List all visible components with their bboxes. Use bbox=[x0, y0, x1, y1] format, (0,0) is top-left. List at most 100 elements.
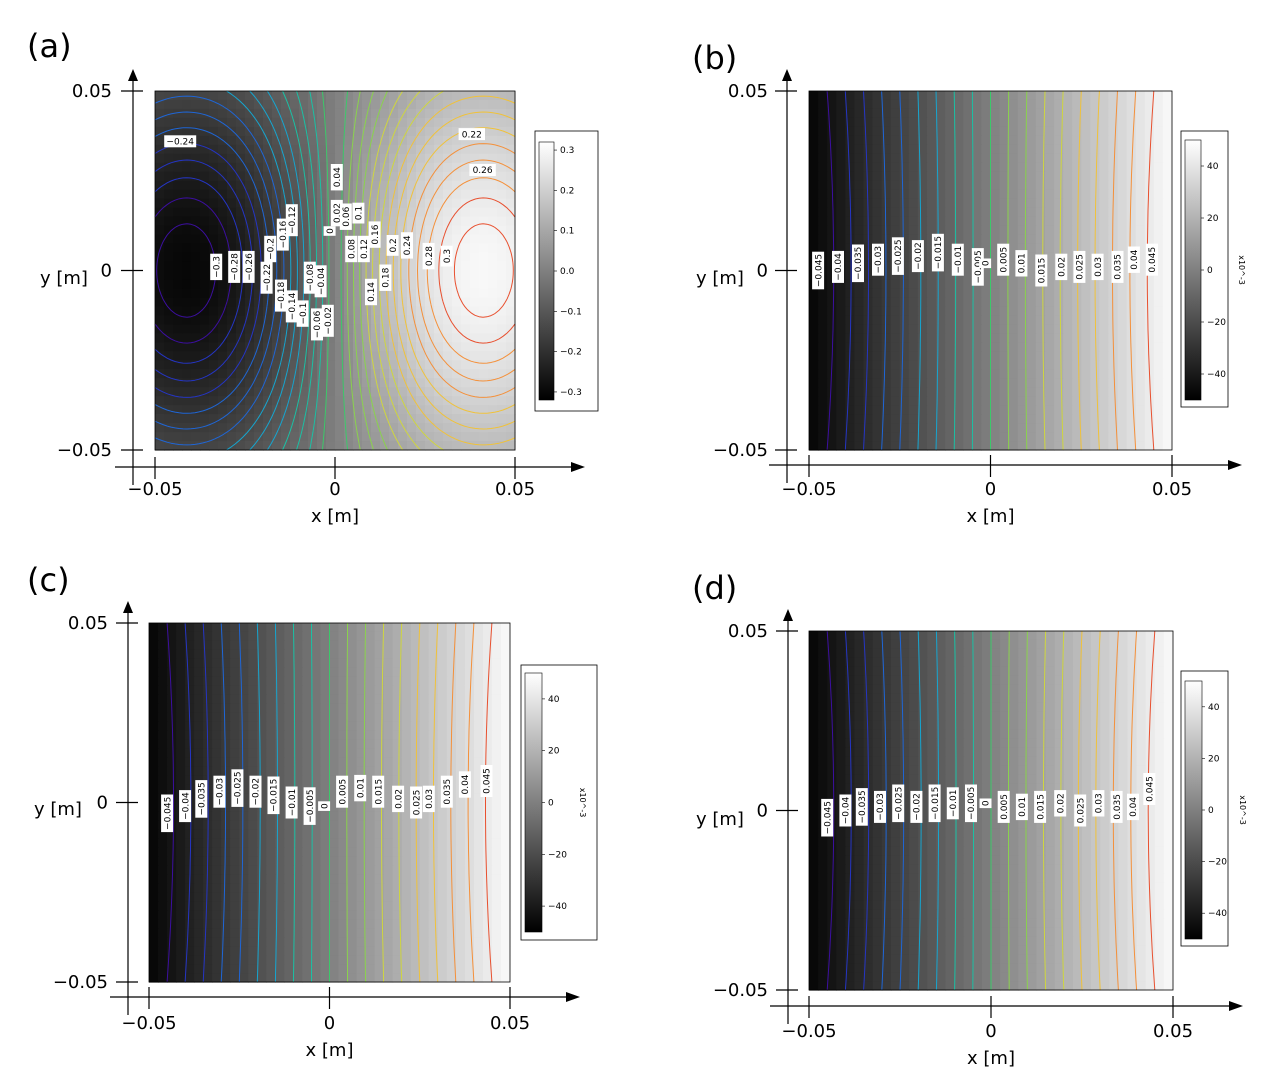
heatmap-cell bbox=[158, 766, 168, 777]
heatmap-cell bbox=[990, 279, 1001, 290]
heatmap-cell bbox=[836, 91, 846, 101]
heatmap-cell bbox=[1081, 234, 1091, 245]
contour-label-text: 0.16 bbox=[371, 224, 381, 244]
heatmap-cell bbox=[308, 414, 318, 424]
heatmap-cell bbox=[155, 144, 165, 155]
heatmap-cell bbox=[464, 631, 475, 642]
heatmap-cell bbox=[203, 685, 213, 696]
heatmap-cell bbox=[479, 117, 489, 128]
heatmap-cell bbox=[1126, 135, 1137, 146]
heatmap-cell bbox=[954, 432, 964, 442]
heatmap-cell bbox=[990, 91, 1001, 101]
heatmap-cell bbox=[419, 667, 430, 678]
heatmap-cell bbox=[374, 811, 385, 822]
heatmap-cell bbox=[320, 793, 331, 804]
heatmap-cell bbox=[263, 198, 273, 209]
heatmap-cell bbox=[248, 946, 258, 956]
heatmap-cell bbox=[464, 685, 475, 696]
heatmap-cell bbox=[245, 288, 255, 299]
heatmap-cell bbox=[963, 108, 973, 119]
heatmap-cell bbox=[218, 162, 228, 173]
heatmap-cell bbox=[981, 342, 992, 352]
heatmap-cell bbox=[212, 946, 222, 956]
heatmap-cell bbox=[329, 623, 340, 633]
heatmap-cell bbox=[281, 108, 291, 119]
heatmap-cell bbox=[236, 108, 246, 119]
contour-label: 0.1 bbox=[352, 202, 365, 224]
heatmap-cell bbox=[1153, 144, 1164, 155]
heatmap-cell bbox=[963, 252, 973, 263]
heatmap-cell bbox=[176, 748, 186, 759]
heatmap-cell bbox=[1108, 441, 1119, 451]
heatmap-cell bbox=[999, 441, 1010, 451]
contour-label-text: −0.06 bbox=[313, 310, 323, 338]
heatmap-cell bbox=[281, 162, 291, 173]
heatmap-cell bbox=[257, 685, 267, 696]
contour-label: 0.035 bbox=[1111, 250, 1124, 283]
heatmap-cell bbox=[470, 153, 480, 164]
heatmap-cell bbox=[899, 279, 910, 290]
heatmap-cell bbox=[990, 315, 1001, 325]
heatmap-cell bbox=[506, 117, 516, 128]
heatmap-cell bbox=[890, 162, 901, 173]
heatmap-cell bbox=[236, 216, 246, 227]
heatmap-cell bbox=[416, 441, 426, 451]
heatmap-cell bbox=[473, 865, 484, 875]
contour-label: −0.025 bbox=[891, 237, 904, 275]
heatmap-cell bbox=[1008, 261, 1019, 272]
heatmap-cell bbox=[164, 216, 174, 227]
heatmap-cell bbox=[194, 901, 204, 911]
heatmap-cell bbox=[347, 685, 358, 696]
contour-line bbox=[417, 159, 516, 382]
heatmap-cell bbox=[308, 423, 318, 433]
heatmap-cell bbox=[212, 766, 222, 777]
heatmap-cell bbox=[818, 315, 828, 325]
contour-label: −0.2 bbox=[264, 235, 276, 263]
heatmap-cell bbox=[461, 91, 471, 101]
heatmap-cell bbox=[326, 153, 336, 164]
heatmap-cell bbox=[1108, 360, 1119, 370]
heatmap-cell bbox=[383, 685, 394, 696]
heatmap-cell bbox=[176, 892, 186, 902]
heatmap-cell bbox=[908, 162, 919, 173]
heatmap-cell bbox=[818, 162, 828, 173]
heatmap-cell bbox=[1099, 243, 1110, 254]
heatmap-cell bbox=[500, 658, 511, 669]
heatmap-cell bbox=[461, 405, 471, 415]
heatmap-cell bbox=[221, 667, 231, 678]
heatmap-cell bbox=[881, 414, 892, 424]
heatmap-cell bbox=[1081, 180, 1091, 191]
heatmap-cell bbox=[239, 685, 249, 696]
heatmap-cell bbox=[981, 279, 992, 290]
heatmap-cell bbox=[963, 441, 973, 451]
heatmap-cell bbox=[257, 811, 267, 822]
heatmap-cell bbox=[392, 649, 403, 660]
heatmap-cell bbox=[845, 216, 855, 227]
heatmap-cell bbox=[488, 441, 498, 451]
heatmap-cell bbox=[398, 423, 408, 433]
heatmap-cell bbox=[335, 396, 345, 406]
heatmap-cell bbox=[173, 252, 183, 263]
heatmap-cell bbox=[185, 919, 195, 929]
heatmap-cell bbox=[1017, 333, 1028, 343]
heatmap-cell bbox=[185, 631, 195, 642]
heatmap-cell bbox=[1054, 198, 1064, 209]
heatmap-cell bbox=[488, 234, 498, 245]
heatmap-cell bbox=[1044, 396, 1055, 406]
heatmap-cell bbox=[899, 207, 910, 218]
heatmap-cell bbox=[257, 775, 267, 786]
heatmap-cell bbox=[818, 441, 828, 451]
heatmap-cell bbox=[1162, 396, 1173, 406]
heatmap-cell bbox=[326, 432, 336, 442]
heatmap-cell bbox=[266, 856, 276, 866]
heatmap-cell bbox=[311, 955, 322, 965]
heatmap-cell bbox=[374, 667, 385, 678]
heatmap-cell bbox=[972, 441, 983, 451]
contour-label: 0 bbox=[323, 226, 336, 236]
heatmap-cell bbox=[818, 432, 828, 442]
heatmap-cell bbox=[245, 351, 255, 361]
heatmap-cell bbox=[299, 135, 309, 146]
heatmap-cell bbox=[356, 883, 367, 893]
heatmap-cell bbox=[926, 297, 937, 307]
heatmap-cell bbox=[470, 297, 480, 307]
